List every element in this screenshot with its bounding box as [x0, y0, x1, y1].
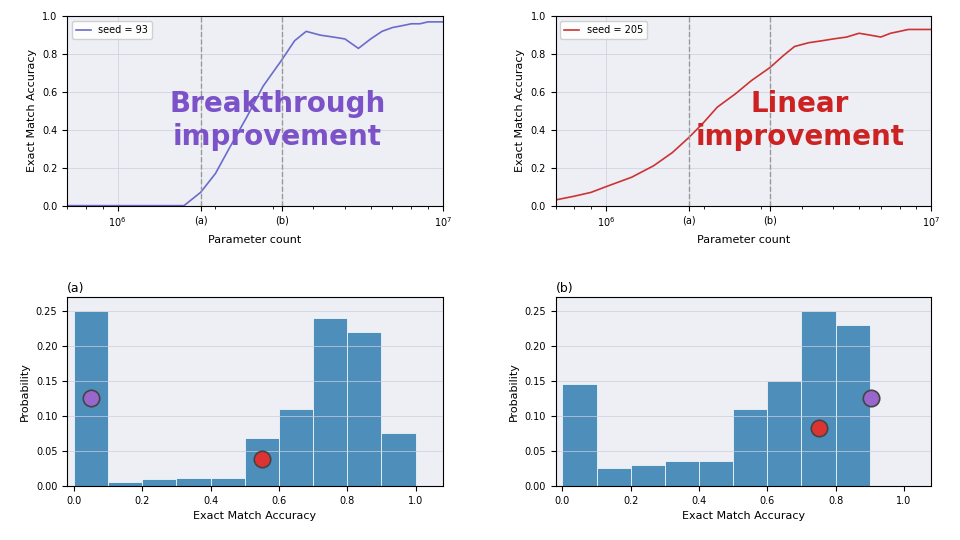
X-axis label: Parameter count: Parameter count: [697, 235, 790, 245]
Text: Linear
improvement: Linear improvement: [695, 90, 904, 151]
Bar: [245, 438, 279, 486]
Bar: [279, 409, 313, 486]
Point: [254, 455, 270, 464]
Bar: [108, 483, 142, 486]
Legend: seed = 205: seed = 205: [561, 21, 647, 39]
Bar: [665, 462, 699, 486]
X-axis label: Exact Match Accuracy: Exact Match Accuracy: [682, 511, 804, 521]
Point: [811, 424, 827, 433]
Text: (a): (a): [67, 282, 84, 295]
Bar: [835, 325, 870, 486]
Bar: [631, 465, 665, 486]
Bar: [74, 310, 108, 486]
Y-axis label: Probability: Probability: [20, 362, 31, 421]
Bar: [802, 310, 835, 486]
Y-axis label: Exact Match Accuracy: Exact Match Accuracy: [515, 49, 525, 172]
Text: (b): (b): [556, 282, 573, 295]
Legend: seed = 93: seed = 93: [72, 21, 152, 39]
Bar: [210, 477, 245, 486]
Bar: [177, 477, 210, 486]
Text: Breakthrough
improvement: Breakthrough improvement: [170, 90, 386, 151]
Bar: [596, 469, 631, 486]
Bar: [699, 462, 733, 486]
Bar: [563, 384, 596, 486]
X-axis label: Parameter count: Parameter count: [208, 235, 301, 245]
Bar: [348, 332, 381, 486]
X-axis label: Exact Match Accuracy: Exact Match Accuracy: [194, 511, 317, 521]
Bar: [381, 434, 416, 486]
Point: [84, 394, 99, 403]
Bar: [733, 409, 767, 486]
Point: [864, 394, 879, 403]
Bar: [313, 318, 348, 486]
Bar: [142, 479, 177, 486]
Y-axis label: Probability: Probability: [509, 362, 518, 421]
Y-axis label: Exact Match Accuracy: Exact Match Accuracy: [27, 49, 36, 172]
Bar: [767, 381, 802, 486]
